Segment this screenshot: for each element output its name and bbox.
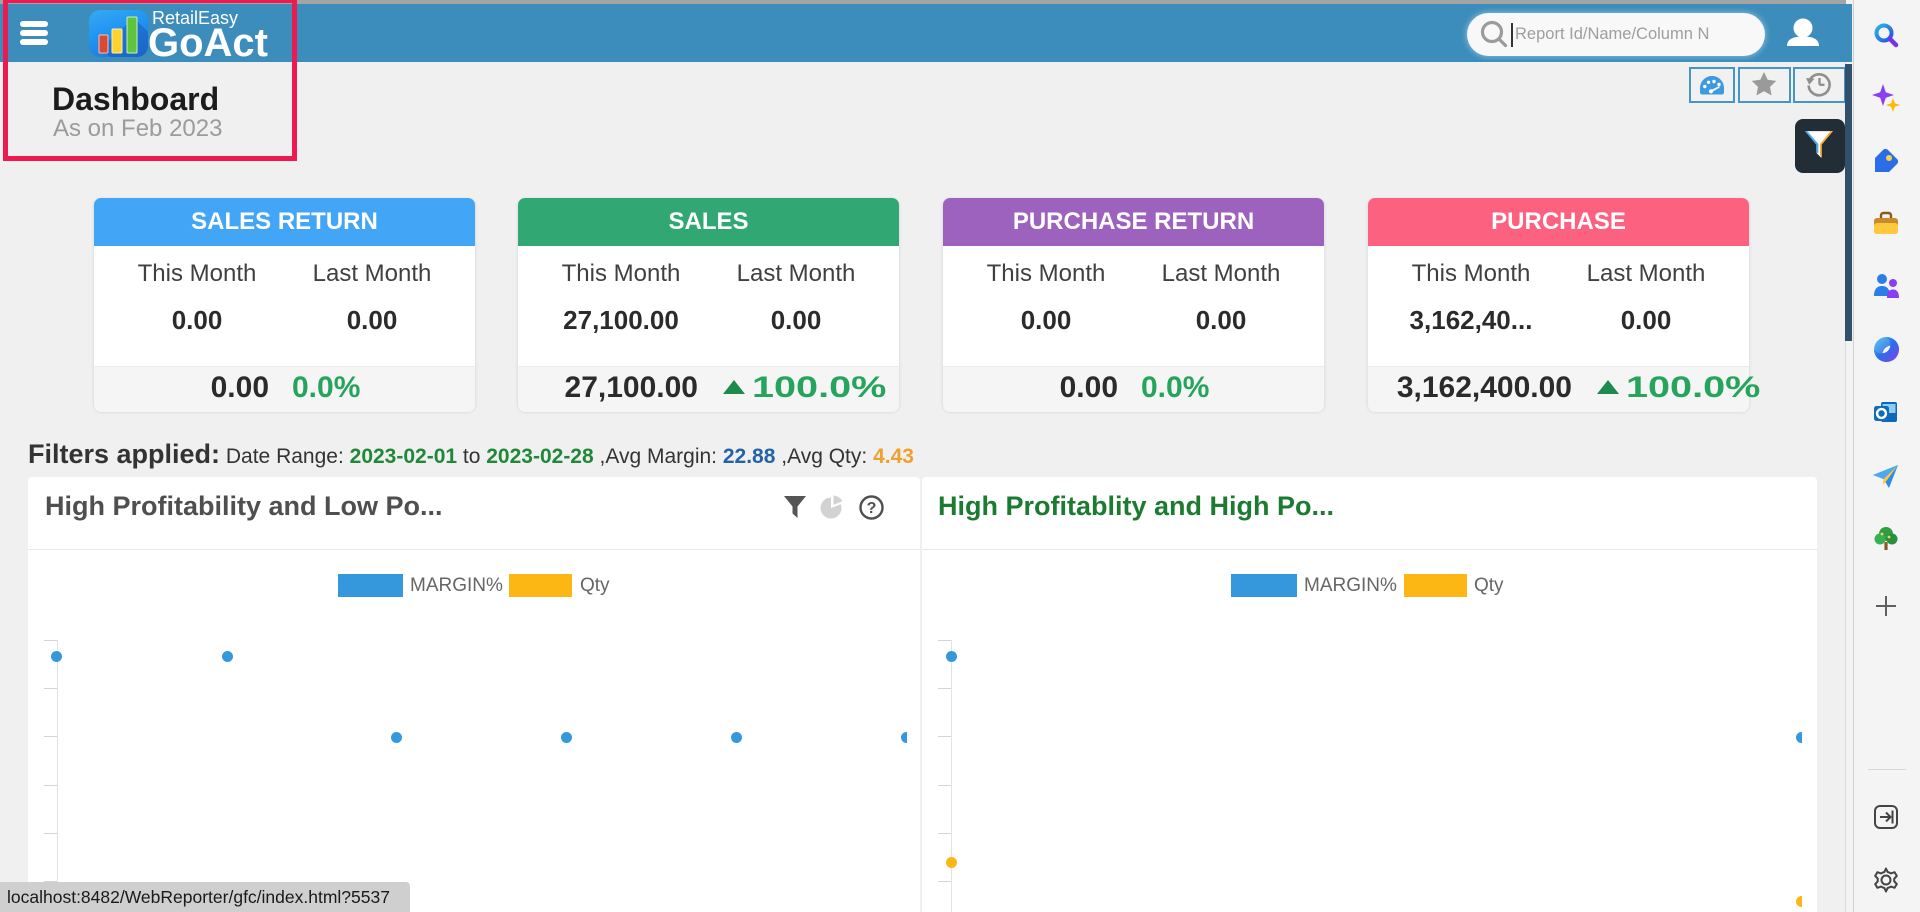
svg-text:?: ? [867,500,877,517]
